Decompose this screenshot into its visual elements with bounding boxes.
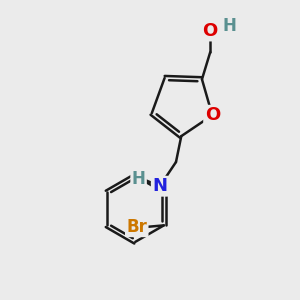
Text: H: H <box>132 170 145 188</box>
Text: O: O <box>205 106 220 124</box>
Text: H: H <box>222 17 236 35</box>
Text: Br: Br <box>126 218 147 236</box>
Text: O: O <box>202 22 218 40</box>
Text: N: N <box>152 177 167 195</box>
